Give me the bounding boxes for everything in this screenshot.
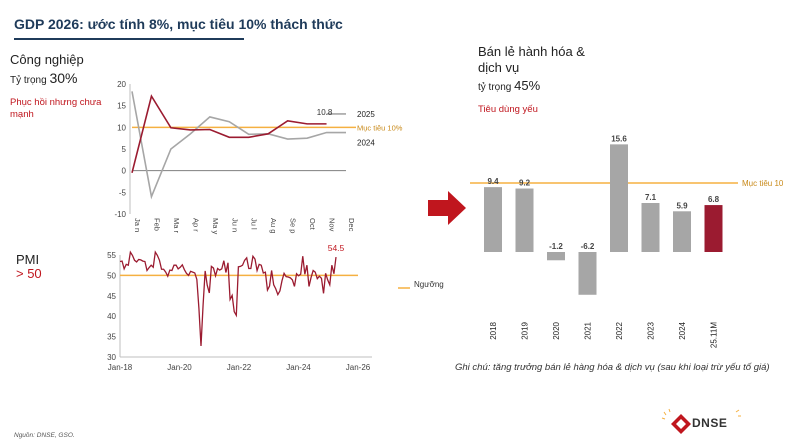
retail-share: tỷ trọng 45%: [478, 78, 540, 93]
industry-share: Tỷ trọng 30%: [10, 70, 78, 86]
title-underline: [14, 38, 244, 40]
dnse-logo-icon: [661, 408, 741, 434]
pmi-x-tick: Jan-22: [227, 363, 252, 372]
industry-x-tick: Ju l: [250, 218, 259, 230]
retail-value-label: -1.2: [549, 242, 563, 251]
industry-note: Phục hồi nhưng chưa mạnh: [10, 97, 102, 120]
industry-series-2024: [131, 91, 346, 200]
pmi-x-tick: Jan-24: [286, 363, 311, 372]
industry-y-tick: 20: [117, 80, 126, 89]
industry-label-2025: 2025: [357, 110, 375, 119]
source-note: Nguồn: DNSE, GSO.: [14, 432, 75, 439]
dnse-logo-text: DNSE: [692, 416, 728, 430]
pmi-y-tick: 45: [107, 292, 116, 301]
retail-x-tick: 2019: [521, 321, 530, 339]
pmi-legend-label: Ngưỡng: [414, 280, 444, 289]
retail-value-label: 9.2: [519, 179, 531, 188]
industry-y-tick: 0: [122, 167, 127, 176]
retail-chart: Mục tiêu 10 9.4 2018 9.2 2019 -1.2 2020 -6.2 202…: [470, 134, 784, 348]
pmi-y-tick: 30: [107, 353, 116, 362]
retail-footnote: Ghi chú: tăng trưởng bán lẻ hàng hóa & d…: [455, 362, 770, 373]
industry-target-label: Mục tiêu 10%: [357, 123, 403, 132]
pmi-threshold-text: > 50: [16, 266, 42, 281]
retail-bar-2024: [673, 211, 691, 252]
industry-title: Công nghiệp: [10, 52, 84, 67]
industry-x-tick: Ju n: [230, 218, 239, 232]
retail-bar-2023: [641, 203, 660, 252]
retail-value-label: 15.6: [611, 134, 627, 143]
industry-share-prefix: Tỷ trọng: [10, 75, 50, 86]
retail-title: Bán lẻ hành hóa & dịch vụ: [478, 44, 585, 75]
industry-y-tick: -5: [119, 188, 127, 197]
industry-x-tick: Au g: [269, 218, 278, 233]
retail-bar-2018: [484, 187, 502, 252]
industry-y-tick: 5: [122, 145, 127, 154]
retail-bar-2021: [578, 252, 597, 295]
industry-x-tick: Feb: [152, 218, 161, 231]
retail-value-label: 7.1: [645, 193, 657, 202]
industry-x-tick: Ap r: [191, 218, 200, 232]
retail-x-tick: 2023: [647, 321, 656, 339]
pmi-title: PMI: [16, 252, 40, 267]
retail-value-label: 6.8: [708, 195, 720, 204]
retail-bar-2022: [610, 144, 628, 252]
right-arrow-icon: [428, 191, 466, 225]
retail-share-prefix: tỷ trọng: [478, 82, 515, 93]
industry-x-tick: Ma y: [211, 218, 220, 235]
pmi-series: [119, 250, 337, 347]
industry-x-tick: Nov: [328, 218, 337, 232]
industry-y-tick: -10: [114, 210, 126, 219]
retail-target-label: Mục tiêu 10: [742, 179, 784, 188]
industry-label-2024: 2024: [357, 139, 375, 148]
page-title: GDP 2026: ước tính 8%, mục tiêu 10% thác…: [14, 16, 343, 32]
industry-x-tick: Oct: [308, 218, 317, 231]
industry-x-tick: Ma r: [172, 218, 181, 234]
industry-x-tick: Ja n: [133, 218, 142, 232]
pmi-x-tick: Jan-26: [346, 363, 371, 372]
industry-y-tick: 15: [117, 102, 126, 111]
retail-x-tick: 2018: [489, 321, 498, 339]
retail-value-label: -6.2: [581, 242, 595, 251]
retail-x-tick: 2022: [615, 321, 624, 339]
industry-chart: 20 15 10 5 0 -5 -10 Ja n Feb Ma r Ap r Ma y Ju n Ju l…: [114, 80, 402, 235]
retail-share-value: 45%: [514, 78, 541, 93]
retail-bar-2019: [515, 188, 534, 252]
retail-x-tick: 2021: [584, 321, 593, 339]
industry-x-tick: Dec: [347, 218, 356, 232]
pmi-x-tick: Jan-18: [108, 363, 133, 372]
pmi-y-tick: 55: [107, 251, 116, 260]
retail-bar-2020: [547, 252, 565, 261]
retail-note: Tiêu dùng yếu: [478, 104, 538, 115]
pmi-y-tick: 40: [107, 312, 116, 321]
retail-x-tick: 2020: [552, 321, 561, 339]
retail-value-label: 5.9: [676, 201, 688, 210]
industry-y-tick: 10: [117, 123, 126, 132]
retail-bar-25.11M: [704, 205, 723, 252]
industry-x-tick: Se p: [289, 218, 298, 233]
retail-x-tick: 2024: [678, 321, 687, 339]
retail-value-label: 9.4: [487, 177, 499, 186]
retail-x-tick: 25.11M: [710, 322, 719, 348]
pmi-y-tick: 50: [107, 271, 116, 280]
industry-share-value: 30%: [49, 70, 78, 86]
industry-annotation-value: 10.8: [317, 108, 333, 117]
industry-series-2025: [131, 94, 327, 174]
pmi-last-value: 54.5: [328, 243, 345, 253]
pmi-y-tick: 35: [107, 333, 116, 342]
pmi-x-tick: Jan-20: [167, 363, 192, 372]
